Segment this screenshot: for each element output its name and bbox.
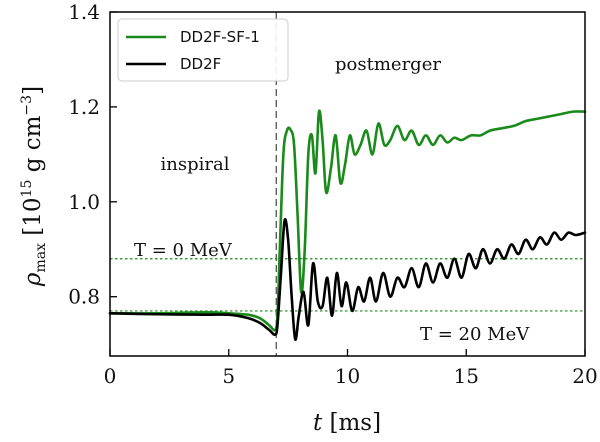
y-tick-label: 1.4: [68, 0, 100, 24]
y-axis-ticks: 0.8 1.0 1.2 1.4: [68, 0, 117, 309]
annotation-t20: T = 20 MeV: [420, 324, 530, 345]
legend-label-dd2f: DD2F: [180, 55, 221, 73]
x-tick-label: 15: [454, 364, 479, 388]
x-axis-ticks: 0 5 10 15 20: [104, 349, 598, 388]
y-axis-label: ρmax [1015 g cm−3]: [19, 86, 49, 287]
annotation-t0: T = 0 MeV: [134, 240, 233, 261]
legend-label-dd2f-sf-1: DD2F-SF-1: [180, 28, 260, 46]
legend-box: [117, 18, 289, 82]
x-tick-label: 5: [222, 364, 235, 388]
y-tick-label: 0.8: [68, 285, 100, 309]
series-line-dd2f-sf-1: [108, 109, 587, 332]
x-tick-label: 20: [572, 364, 597, 388]
annotation-inspiral: inspiral: [161, 154, 230, 175]
series-line-dd2f: [108, 218, 587, 341]
y-tick-label: 1.2: [68, 95, 100, 119]
annotation-postmerger: postmerger: [335, 54, 441, 75]
series-layer: [108, 109, 587, 341]
legend: DD2F-SF-1 DD2F: [117, 18, 289, 82]
y-tick-label: 1.0: [68, 190, 100, 214]
x-tick-label: 0: [104, 364, 117, 388]
x-axis-label: t [ms]: [313, 410, 381, 436]
x-tick-label: 10: [335, 364, 360, 388]
